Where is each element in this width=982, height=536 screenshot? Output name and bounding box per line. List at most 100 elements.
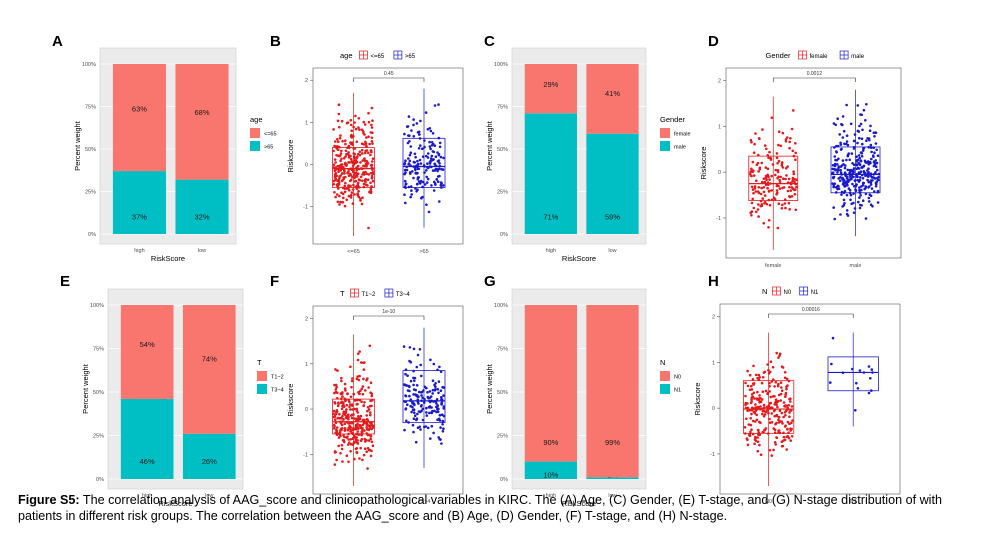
data-point [745, 417, 748, 421]
panel-b: B -1 0 1 2 Riskscore <=65 >65 0.45 age <=65 >65 [270, 33, 464, 255]
data-label: 99% [605, 438, 620, 447]
legend-key [257, 371, 267, 381]
legend-entry: N1 [811, 290, 819, 296]
data-point [780, 444, 784, 448]
data-point [423, 139, 426, 142]
data-point [867, 171, 870, 175]
data-point [370, 126, 374, 129]
data-point [349, 408, 352, 411]
data-point [356, 430, 360, 433]
data-point [856, 166, 860, 170]
data-point [370, 163, 374, 167]
data-point [779, 144, 783, 148]
data-point [404, 171, 407, 174]
data-point [421, 407, 425, 411]
data-point [874, 142, 878, 145]
data-point [851, 182, 854, 186]
data-point [433, 383, 436, 387]
panel-label: C [484, 33, 495, 50]
data-point [872, 160, 876, 163]
data-point [337, 103, 341, 106]
data-point [428, 145, 432, 148]
data-point [350, 403, 354, 406]
data-point [851, 367, 854, 371]
y-tick-label: 100% [82, 62, 96, 68]
data-point [832, 185, 835, 189]
legend-title: Gender [660, 115, 686, 124]
data-point [861, 181, 865, 185]
data-point [781, 422, 784, 425]
data-point [343, 190, 347, 194]
legend-entry: N0 [784, 290, 792, 296]
data-point [370, 392, 374, 396]
data-point [343, 387, 347, 390]
data-point [357, 178, 361, 181]
data-point [345, 163, 348, 166]
data-point [340, 149, 343, 153]
y-tick-label: 75% [93, 347, 104, 353]
data-point [869, 181, 873, 184]
data-point [431, 392, 435, 395]
legend-entry: male [851, 54, 865, 60]
data-label: 41% [605, 89, 620, 98]
y-axis-label: Riskscore [693, 383, 702, 416]
data-point [336, 369, 339, 372]
data-point [839, 168, 842, 172]
data-point [787, 177, 791, 181]
data-point [845, 103, 848, 107]
data-point [357, 117, 361, 120]
data-point [406, 374, 409, 378]
data-point [858, 206, 862, 210]
x-tick-label: high [142, 493, 152, 499]
data-point [875, 161, 879, 165]
data-point [359, 414, 363, 418]
data-point [872, 155, 875, 159]
bar->65-high [112, 171, 166, 234]
data-point [349, 193, 353, 197]
data-point [361, 392, 365, 396]
data-point [352, 427, 355, 430]
data-point [866, 175, 870, 178]
data-point [355, 171, 358, 175]
data-point [438, 141, 442, 145]
data-point [769, 401, 773, 405]
data-point [365, 160, 369, 163]
data-point [784, 405, 788, 408]
y-tick-label: 1 [305, 362, 308, 368]
data-point [355, 407, 359, 411]
data-point [371, 398, 374, 402]
data-point [344, 142, 347, 146]
data-point [338, 412, 341, 416]
data-point [426, 177, 430, 181]
data-point [872, 131, 876, 135]
data-point [332, 427, 336, 430]
data-point [781, 166, 785, 169]
data-point [767, 190, 771, 193]
data-point [855, 183, 858, 186]
data-point [848, 171, 851, 175]
x-tick-label: high [546, 248, 556, 254]
data-point [413, 414, 417, 418]
caption-text: The correlation analysis of AAG_score an… [18, 493, 942, 523]
data-point [363, 157, 366, 160]
data-point [421, 195, 424, 199]
data-point [845, 193, 849, 197]
data-point [776, 384, 780, 388]
data-point [847, 152, 850, 155]
x-tick-label: low [198, 248, 206, 254]
data-point [369, 153, 372, 157]
data-point [855, 155, 858, 158]
y-tick-label: 50% [497, 390, 508, 396]
data-point [755, 179, 758, 182]
data-point [370, 140, 374, 143]
data-point [746, 384, 750, 388]
panel-h: H -1 0 1 2 Riskscore N0 N1 0.00016 N N0 N1 [693, 273, 901, 505]
data-point [763, 144, 767, 147]
data-point [355, 403, 359, 406]
data-point [426, 395, 430, 399]
data-point [767, 226, 770, 229]
data-point [352, 393, 356, 396]
data-point [341, 139, 344, 143]
data-point [409, 379, 413, 383]
data-label: 10% [543, 471, 558, 480]
